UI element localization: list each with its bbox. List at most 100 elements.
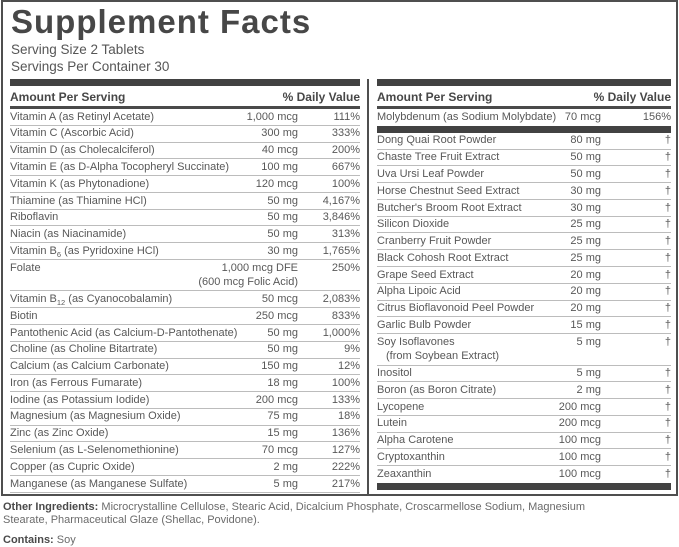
nutrient-name: Alpha Carotene bbox=[377, 434, 454, 447]
nutrient-amount: 120 mcg bbox=[255, 177, 298, 190]
nutrient-amount: 75 mg bbox=[267, 410, 298, 423]
nutrient-daily-value: 222% bbox=[331, 460, 360, 473]
table-row: Riboflavin 50 mg 3,846% bbox=[10, 210, 360, 227]
nutrient-daily-value: † bbox=[664, 467, 671, 480]
nutrient-amount: 30 mg bbox=[267, 244, 298, 257]
table-row: Silicon Dioxide 25 mg † bbox=[377, 217, 671, 234]
daily-value-footnote: †Daily Value not established. bbox=[377, 490, 671, 494]
serving-info: Serving Size 2 Tablets Servings Per Cont… bbox=[11, 42, 668, 75]
nutrient-daily-value: 18% bbox=[337, 410, 360, 423]
table-row: Manganese (as Manganese Sulfate) 5 mg 217% bbox=[10, 476, 360, 493]
nutrient-amount: 150 mg bbox=[261, 360, 298, 373]
servings-per-container: Servings Per Container 30 bbox=[11, 58, 170, 74]
table-row: Black Cohosh Root Extract 25 mg † bbox=[377, 250, 671, 268]
thick-divider-bar bbox=[10, 79, 360, 86]
nutrient-daily-value: 343% bbox=[298, 493, 360, 494]
table-row: Vitamin B12 (as Cyanocobalamin) 50 mcg 2,0… bbox=[10, 291, 360, 309]
table-row: Zinc (as Zinc Oxide) 15 mg 136% bbox=[10, 426, 360, 443]
panel-header: Supplement Facts Serving Size 2 Tablets … bbox=[3, 2, 676, 75]
nutrient-daily-value: 313% bbox=[331, 228, 360, 241]
nutrient-amount: 15 mg bbox=[267, 427, 298, 440]
table-row: Cranberry Fruit Powder 25 mg † bbox=[377, 233, 671, 251]
nutrient-daily-value: † bbox=[664, 134, 671, 147]
table-row: Chromium (as Chromium Chloride)120 mcg34… bbox=[10, 493, 360, 494]
nutrient-name: Cranberry Fruit Powder bbox=[377, 235, 492, 248]
nutrient-daily-value: † bbox=[664, 201, 671, 214]
nutrient-daily-value: 127% bbox=[331, 444, 360, 457]
left-column: Amount Per Serving % Daily Value Vitamin… bbox=[3, 79, 369, 494]
nutrient-daily-value: 133% bbox=[331, 393, 360, 406]
nutrient-name: Copper (as Cupric Oxide) bbox=[10, 460, 135, 473]
table-row: Vitamin B6 (as Pyridoxine HCl) 30 mg 1,765… bbox=[10, 243, 360, 261]
nutrient-amount: 50 mg bbox=[267, 194, 298, 207]
nutrient-name: Vitamin A (as Retinyl Acetate) bbox=[10, 110, 155, 123]
nutrient-daily-value: † bbox=[664, 167, 671, 180]
nutrient-daily-value: † bbox=[664, 335, 671, 348]
left-rows-table: Vitamin A (as Retinyl Acetate) 1,000 mcg 1… bbox=[10, 109, 360, 494]
nutrient-name: Pantothenic Acid (as Calcium-D-Pantothen… bbox=[10, 326, 238, 339]
nutrient-amount: 70 mcg bbox=[564, 110, 601, 123]
nutrient-name: Choline (as Choline Bitartrate) bbox=[10, 343, 158, 356]
contains-statement: Contains: Soy bbox=[3, 534, 663, 547]
table-row: Garlic Bulb Powder 15 mg † bbox=[377, 317, 671, 335]
nutrient-amount: 80 mg bbox=[570, 134, 601, 147]
nutrient-amount: 2 mg bbox=[576, 383, 601, 396]
right-rows-table: Dong Quai Root Powder 80 mg † Chaste Tree F… bbox=[377, 133, 671, 482]
nutrient-amount: 25 mg bbox=[570, 235, 601, 248]
right-column: Amount Per Serving % Daily Value Molybde… bbox=[369, 79, 676, 494]
nutrient-amount: 50 mg bbox=[267, 343, 298, 356]
nutrient-amount: 15 mg bbox=[570, 318, 601, 331]
table-row: Soy Isoflavones (from Soybean Extract) 5 m… bbox=[377, 334, 671, 366]
nutrient-name: Lutein bbox=[377, 417, 407, 430]
supplement-facts-panel: Supplement Facts Serving Size 2 Tablets … bbox=[1, 0, 678, 496]
table-row: Inositol 5 mg † bbox=[377, 366, 671, 383]
nutrient-daily-value: 833% bbox=[331, 309, 360, 322]
nutrient-name: Zeaxanthin bbox=[377, 467, 432, 480]
nutrient-name: Inositol bbox=[377, 367, 412, 380]
nutrient-amount: 50 mg bbox=[267, 211, 298, 224]
nutrient-amount: 1,000 mcg bbox=[246, 110, 298, 123]
nutrient-name: Chaste Tree Fruit Extract bbox=[377, 151, 500, 164]
nutrient-daily-value: 111% bbox=[333, 110, 360, 123]
table-row: Vitamin K (as Phytonadione) 120 mcg 100% bbox=[10, 176, 360, 193]
nutrient-name: Vitamin D (as Cholecalciferol) bbox=[10, 144, 155, 157]
nutrient-name: Uva Ursi Leaf Powder bbox=[377, 167, 484, 180]
nutrient-name: Iron (as Ferrous Fumarate) bbox=[10, 376, 143, 389]
nutrient-name: Folate bbox=[10, 261, 41, 274]
nutrient-daily-value: † bbox=[664, 302, 671, 315]
nutrient-daily-value: † bbox=[664, 184, 671, 197]
contains-text: Soy bbox=[53, 534, 76, 546]
nutrient-amount: 20 mg bbox=[570, 285, 601, 298]
amount-per-serving-label: Amount Per Serving bbox=[377, 90, 493, 104]
nutrient-daily-value: † bbox=[664, 235, 671, 248]
nutrient-daily-value: † bbox=[664, 367, 671, 380]
nutrient-name: Vitamin B12 (as Cyanocobalamin) bbox=[10, 293, 173, 308]
table-row: Vitamin D (as Cholecalciferol) 40 mcg 200% bbox=[10, 143, 360, 160]
nutrient-amount: 70 mcg bbox=[261, 444, 298, 457]
thick-divider-bar bbox=[377, 483, 671, 490]
nutrient-amount: 25 mg bbox=[570, 251, 601, 264]
table-row: Horse Chestnut Seed Extract 30 mg † bbox=[377, 183, 671, 200]
other-ingredients-label: Other Ingredients: bbox=[3, 501, 99, 513]
table-row: Calcium (as Calcium Carbonate) 150 mg 12% bbox=[10, 359, 360, 376]
nutrient-name: Vitamin C (Ascorbic Acid) bbox=[10, 127, 134, 140]
nutrient-name: Niacin (as Niacinamide) bbox=[10, 228, 127, 241]
nutrient-name: Lycopene bbox=[377, 400, 425, 413]
nutrient-daily-value: † bbox=[664, 400, 671, 413]
table-row: Dong Quai Root Powder 80 mg † bbox=[377, 133, 671, 150]
contains-label: Contains: bbox=[3, 534, 54, 546]
nutrient-name: Zinc (as Zinc Oxide) bbox=[10, 427, 109, 440]
nutrient-daily-value: 667% bbox=[331, 160, 360, 173]
amount-per-serving-label: Amount Per Serving bbox=[10, 90, 126, 104]
nutrient-name: Butcher's Broom Root Extract bbox=[377, 201, 522, 214]
nutrient-daily-value: 9% bbox=[344, 343, 360, 356]
thick-divider-bar bbox=[377, 125, 671, 133]
nutrient-daily-value: 136% bbox=[331, 427, 360, 440]
nutrient-amount: 20 mg bbox=[570, 268, 601, 281]
nutrient-daily-value: † bbox=[664, 434, 671, 447]
nutrient-name: Chromium (as Chromium Chloride) bbox=[10, 493, 198, 494]
nutrient-amount: 300 mg bbox=[261, 127, 298, 140]
table-row: Zeaxanthin 100 mcg † bbox=[377, 466, 671, 482]
nutrient-name: Vitamin B6 (as Pyridoxine HCl) bbox=[10, 244, 159, 260]
nutrient-amount: 100 mcg bbox=[558, 451, 601, 464]
